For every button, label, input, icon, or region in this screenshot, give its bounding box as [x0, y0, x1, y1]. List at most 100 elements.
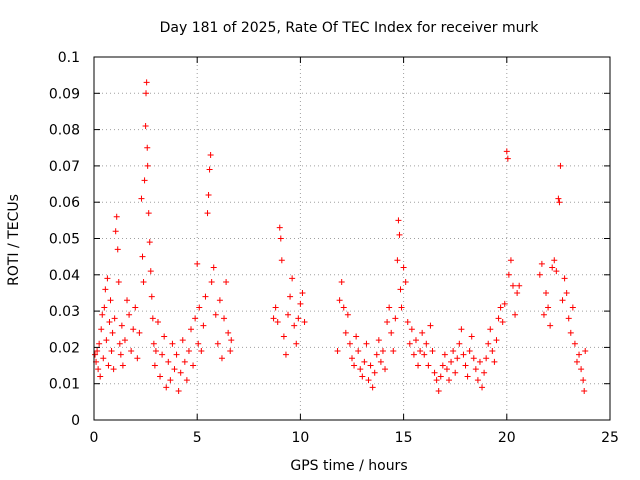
- data-point: [446, 377, 453, 384]
- data-point: [388, 329, 395, 336]
- data-point: [355, 348, 362, 355]
- data-point: [425, 362, 432, 369]
- data-point: [183, 377, 190, 384]
- data-point: [427, 322, 434, 329]
- data-point: [151, 362, 158, 369]
- data-point: [504, 155, 511, 162]
- data-point: [470, 355, 477, 362]
- x-tick-label: 10: [291, 430, 309, 446]
- data-point: [295, 315, 302, 322]
- data-point: [272, 304, 279, 311]
- data-point: [173, 351, 180, 358]
- data-point: [293, 340, 300, 347]
- y-tick-label: 0.03: [49, 304, 80, 320]
- data-point: [126, 311, 133, 318]
- data-point: [285, 311, 292, 318]
- data-point: [507, 257, 514, 264]
- data-point: [106, 318, 113, 325]
- data-point: [361, 358, 368, 365]
- data-point: [188, 326, 195, 333]
- data-point: [297, 300, 304, 307]
- data-point: [103, 337, 110, 344]
- data-point: [576, 351, 583, 358]
- data-point: [578, 366, 585, 373]
- data-point: [450, 348, 457, 355]
- data-point: [280, 333, 287, 340]
- data-point: [419, 329, 426, 336]
- data-point: [390, 348, 397, 355]
- data-point: [448, 358, 455, 365]
- data-point: [223, 279, 230, 286]
- data-point: [476, 358, 483, 365]
- data-point: [547, 322, 554, 329]
- data-point: [124, 297, 131, 304]
- data-point: [392, 315, 399, 322]
- data-point: [349, 355, 355, 362]
- data-point: [582, 348, 589, 355]
- data-point: [415, 362, 422, 369]
- data-point: [505, 271, 512, 278]
- data-point: [404, 318, 411, 325]
- data-point: [195, 340, 202, 347]
- data-point: [483, 355, 490, 362]
- data-point: [291, 322, 298, 329]
- data-point: [214, 340, 221, 347]
- data-point: [402, 279, 409, 286]
- data-point: [132, 304, 139, 311]
- data-point: [206, 166, 213, 173]
- data-point: [113, 213, 120, 220]
- data-point: [514, 289, 521, 296]
- data-point: [357, 366, 364, 373]
- data-point: [485, 340, 492, 347]
- data-point: [489, 348, 496, 355]
- data-point: [396, 231, 403, 238]
- data-point: [561, 275, 568, 282]
- data-point: [190, 362, 197, 369]
- data-point: [512, 311, 519, 318]
- data-point: [431, 369, 438, 376]
- data-point: [104, 275, 111, 282]
- data-point: [111, 315, 118, 322]
- y-tick-label: 0: [71, 413, 80, 429]
- data-point: [208, 279, 215, 286]
- data-point: [359, 373, 366, 380]
- data-point: [204, 210, 211, 217]
- data-point: [143, 79, 150, 86]
- data-point: [573, 358, 580, 365]
- data-point: [499, 318, 506, 325]
- y-tick-label: 0.01: [49, 377, 80, 393]
- data-point: [110, 366, 117, 373]
- data-point: [394, 257, 401, 264]
- data-point: [142, 122, 149, 129]
- data-point: [116, 340, 123, 347]
- data-point: [99, 311, 106, 318]
- y-tick-label: 0.05: [49, 232, 80, 248]
- data-point: [200, 322, 207, 329]
- data-point: [118, 322, 125, 329]
- data-point: [146, 239, 153, 246]
- data-point: [181, 358, 188, 365]
- data-point: [495, 315, 502, 322]
- data-point: [412, 337, 419, 344]
- y-tick-label: 0.08: [49, 123, 80, 139]
- data-point: [346, 340, 353, 347]
- data-point: [556, 199, 563, 206]
- data-point: [503, 148, 510, 155]
- data-point: [563, 289, 570, 296]
- data-point: [344, 311, 351, 318]
- data-point: [375, 337, 382, 344]
- data-point: [433, 377, 440, 384]
- data-point: [196, 304, 203, 311]
- data-point: [277, 235, 284, 242]
- data-point: [336, 297, 343, 304]
- data-point: [117, 351, 124, 358]
- data-point: [365, 377, 372, 384]
- data-point: [202, 293, 209, 300]
- y-tick-label: 0.07: [49, 159, 80, 175]
- data-point: [353, 333, 360, 340]
- data-point: [491, 358, 498, 365]
- data-point: [397, 286, 404, 293]
- data-point: [140, 279, 147, 286]
- data-point: [96, 340, 103, 347]
- grid-lines: [94, 57, 610, 420]
